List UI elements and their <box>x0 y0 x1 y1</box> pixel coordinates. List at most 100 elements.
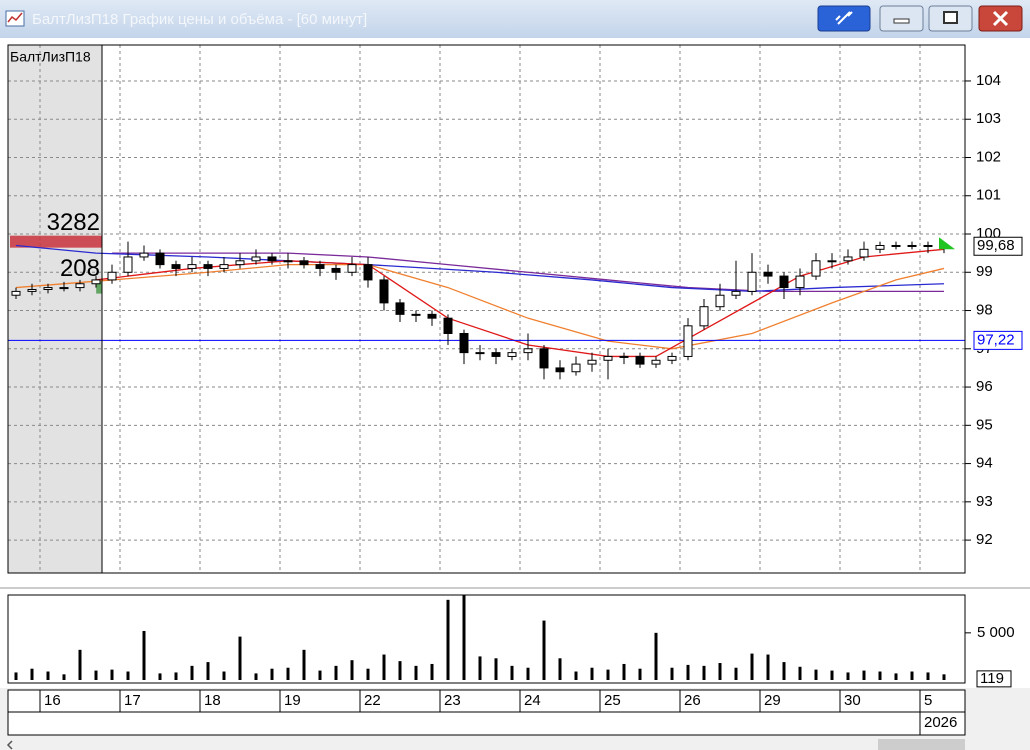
x-tick-label: 30 <box>844 692 861 709</box>
candle-body <box>555 367 565 373</box>
y-tick-label: 93 <box>976 493 993 510</box>
last-volume-box <box>976 670 1012 688</box>
candle-body <box>139 252 149 258</box>
close-icon <box>992 10 1009 27</box>
profile-area <box>8 45 102 573</box>
volume-bar <box>46 671 50 680</box>
candle-body <box>123 256 133 273</box>
volume-bar <box>478 656 482 680</box>
volume-pane <box>0 588 1030 688</box>
y-tick-label: 99 <box>976 263 993 280</box>
x-tick-label: 17 <box>124 692 141 709</box>
volume-bar <box>62 674 66 680</box>
volume-bar <box>734 667 738 680</box>
volume-bar <box>558 658 562 680</box>
candle-body <box>747 271 757 292</box>
candle-body <box>699 306 709 327</box>
scroll-thumb[interactable] <box>878 739 965 750</box>
volume-bar <box>750 653 754 680</box>
volume-bar <box>654 632 658 680</box>
app-icon-line <box>7 12 23 23</box>
y-tick-label: 94 <box>976 455 993 472</box>
profile-bar <box>10 235 102 248</box>
candle-body <box>667 355 677 361</box>
volume-bar <box>494 658 498 680</box>
volume-bar <box>718 663 722 680</box>
candle-body <box>235 260 245 266</box>
candle-body <box>811 260 821 277</box>
candle-body <box>347 264 357 273</box>
volume-bar <box>78 649 82 680</box>
maximize-icon <box>943 11 958 24</box>
y-tick-label: 104 <box>976 72 1001 89</box>
volume-bar <box>414 665 418 680</box>
volume-bar <box>942 674 946 680</box>
candle-body <box>75 283 85 289</box>
window-title: БалтЛизП18 График цены и объёма - [60 ми… <box>32 11 367 28</box>
volume-bar <box>702 665 706 680</box>
y-tick-label: 98 <box>976 301 993 318</box>
volume-bar <box>270 668 274 680</box>
date-axis <box>7 689 966 713</box>
candle-body <box>251 256 261 262</box>
candle-body <box>459 332 469 354</box>
volume-bar <box>366 668 370 680</box>
last-volume-label: 119 <box>980 670 1004 687</box>
volume-bar <box>590 667 594 680</box>
candle-body <box>283 260 293 263</box>
candle-body <box>891 244 901 247</box>
candle-body <box>155 252 165 266</box>
candle-body <box>187 264 197 269</box>
scroll-left-arrow[interactable] <box>6 740 13 750</box>
volume-bar <box>398 661 402 680</box>
profile-bar <box>96 281 102 294</box>
price-label-box <box>973 236 1023 256</box>
candle-body <box>331 267 341 273</box>
volume-bar <box>158 673 162 680</box>
candle-body <box>27 288 37 292</box>
candle-body <box>379 279 389 304</box>
volume-bar <box>350 660 354 680</box>
volume-bar <box>430 663 434 680</box>
volume-bar <box>206 662 210 680</box>
candle-body <box>267 256 277 262</box>
candle-body <box>571 363 581 373</box>
scrollbar[interactable] <box>0 738 1030 750</box>
x-tick-label: 16 <box>44 692 61 709</box>
candle-body <box>603 355 613 361</box>
volume-bar <box>910 671 914 680</box>
candle-body <box>715 294 725 308</box>
volume-bar <box>542 620 546 680</box>
volume-bar <box>462 595 466 680</box>
minimize-icon <box>893 18 910 24</box>
candle-body <box>91 279 101 285</box>
volume-bar <box>142 630 146 680</box>
volume-bar <box>302 649 306 680</box>
moving-average <box>112 252 944 293</box>
candle-body <box>315 264 325 269</box>
candle-body <box>475 352 485 355</box>
volume-bar <box>222 671 226 680</box>
volume-bar <box>766 654 770 680</box>
candle-body <box>507 352 517 357</box>
candle-body <box>59 287 69 290</box>
candle-body <box>635 355 645 365</box>
candle-body <box>827 260 837 263</box>
candle-body <box>443 317 453 334</box>
price-frame <box>7 44 966 574</box>
volume-tick-label: 5 000 <box>977 624 1015 641</box>
y-tick-label: 96 <box>976 378 993 395</box>
candle-body <box>523 348 533 354</box>
volume-bar <box>30 668 34 680</box>
moving-average <box>15 244 945 293</box>
volume-bar <box>638 668 642 680</box>
volume-bar <box>878 671 882 680</box>
volume-bar <box>174 672 178 680</box>
candle-body <box>651 359 661 365</box>
volume-bar <box>318 670 322 680</box>
volume-bar <box>334 665 338 680</box>
y-tick-label: 92 <box>976 531 993 548</box>
x-tick-label: 24 <box>524 692 541 709</box>
